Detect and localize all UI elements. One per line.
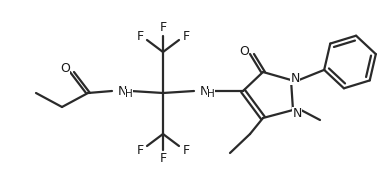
Text: O: O	[60, 62, 70, 75]
Text: H: H	[125, 89, 133, 99]
Text: F: F	[136, 30, 144, 42]
Text: F: F	[136, 144, 144, 156]
Text: N: N	[292, 107, 302, 119]
Text: O: O	[239, 44, 249, 57]
Text: N: N	[290, 71, 300, 84]
Text: H: H	[207, 89, 215, 99]
Text: F: F	[160, 20, 167, 33]
Text: N: N	[117, 84, 127, 97]
Text: F: F	[183, 144, 190, 156]
Text: F: F	[183, 30, 190, 42]
Text: N: N	[199, 84, 209, 97]
Text: F: F	[160, 153, 167, 166]
